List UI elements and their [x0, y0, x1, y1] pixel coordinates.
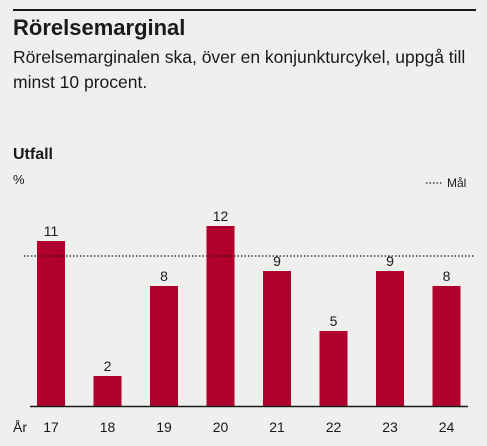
x-tick-label-18: 18 [100, 419, 116, 435]
y-axis-unit-label: % [13, 172, 25, 187]
chart-panel-title: Utfall [13, 146, 53, 163]
page-title: Rörelsemarginal [13, 15, 186, 40]
bar-24 [432, 286, 461, 406]
bar-22 [319, 331, 348, 406]
bar-value-labels: 11 2 8 12 9 5 9 8 [44, 208, 451, 374]
bar-value-label-18: 2 [104, 358, 112, 374]
x-tick-label-24: 24 [439, 419, 455, 435]
bar-value-label-19: 8 [160, 268, 168, 284]
x-tick-label-22: 22 [326, 419, 342, 435]
page-subtitle: Rörelsemarginalen ska, över en konjunktu… [13, 47, 466, 92]
bar-17 [37, 241, 65, 406]
x-tick-label-17: 17 [43, 419, 59, 435]
x-tick-label-21: 21 [269, 419, 285, 435]
bar-value-label-22: 5 [330, 313, 338, 329]
bar-value-label-21: 9 [273, 253, 281, 269]
x-axis-label: År [13, 419, 27, 435]
x-tick-label-23: 23 [382, 419, 398, 435]
bar-value-label-17: 11 [44, 223, 59, 239]
bar-20 [206, 226, 235, 406]
x-tick-label-19: 19 [156, 419, 172, 435]
top-rule [13, 9, 476, 11]
x-tick-label-20: 20 [213, 419, 229, 435]
bar-value-label-20: 12 [213, 208, 229, 224]
bar-value-label-24: 8 [443, 268, 451, 284]
bar-group [37, 226, 461, 406]
legend-target-label: Mål [447, 176, 466, 190]
bar-19 [150, 286, 178, 406]
x-axis-ticks: 17 18 19 20 21 22 23 24 [43, 419, 454, 435]
bar-value-label-23: 9 [386, 253, 394, 269]
bar-21 [263, 271, 291, 406]
bar-18 [93, 376, 122, 406]
bar-23 [376, 271, 404, 406]
